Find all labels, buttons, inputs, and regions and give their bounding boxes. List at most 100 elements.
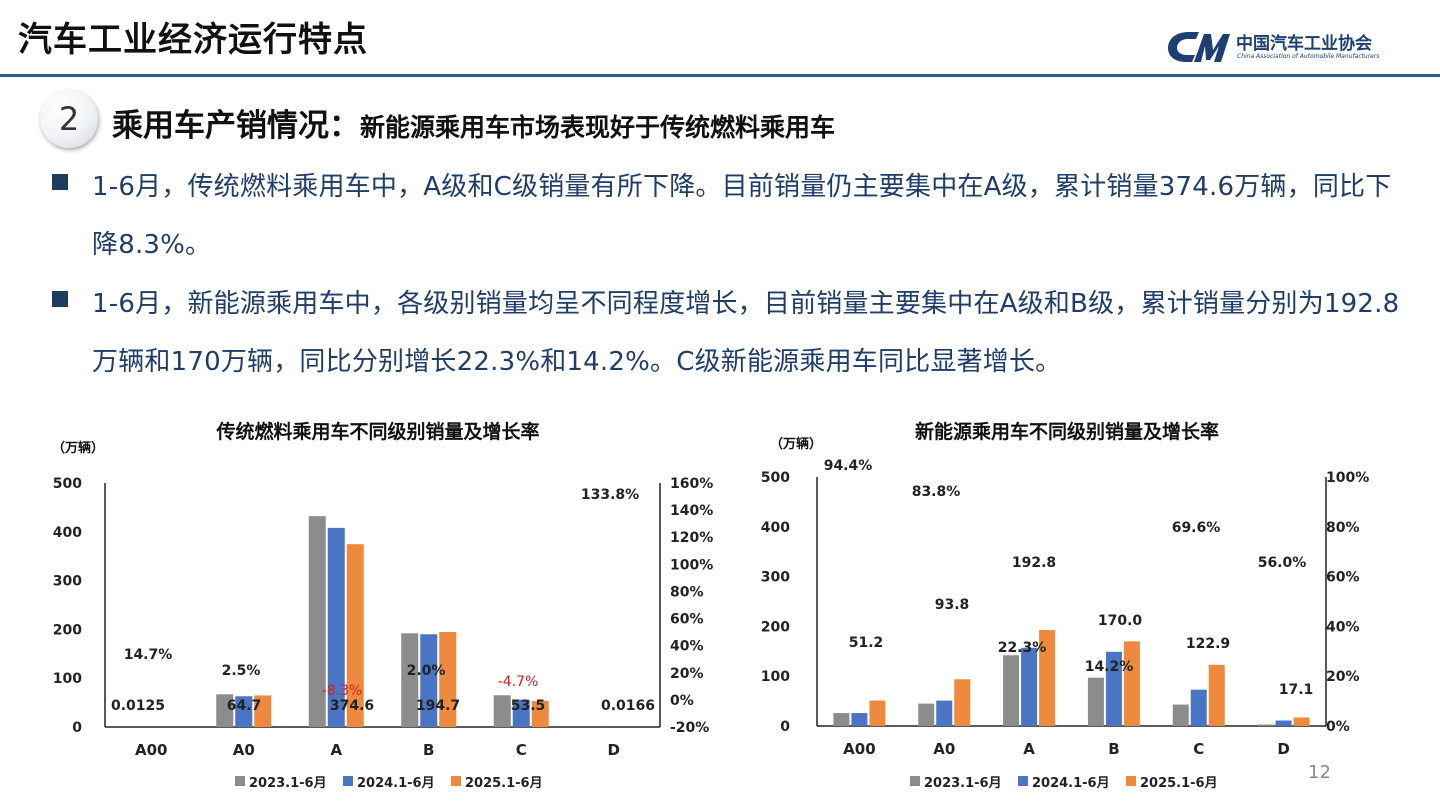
growth-rate-label: 14.7% (124, 647, 173, 663)
y-tick-label: 400 (761, 520, 790, 536)
growth-rate-label: 133.8% (581, 487, 639, 503)
x-tick-label: C (516, 741, 527, 759)
section-heading: 2 乘用车产销情况：新能源乘用车市场表现好于传统燃料乘用车 (36, 90, 1036, 150)
bar-A00-2023.1-6月 (833, 713, 850, 726)
bar-A-2023.1-6月 (308, 516, 326, 727)
bar-A0-2025.1-6月 (954, 679, 971, 726)
bar-A-2025.1-6月 (1039, 629, 1056, 726)
data-value-label: 192.8 (1012, 555, 1056, 571)
bar-D-2025.1-6月 (1293, 717, 1310, 726)
x-tick-label: A00 (843, 740, 875, 758)
chart-traditional-fuel-svg: 传统燃料乘用车不同级别销量及增长率 （万辆） 0 100 200 300 400 500 -20… (52, 420, 713, 791)
y2-tick-label: 120% (670, 530, 713, 546)
chart-new-energy: 新能源乘用车不同级别销量及增长率 （万辆） 0 100 200 300 400 500 0% 20… (720, 405, 1420, 805)
y-tick-label: 200 (761, 619, 790, 635)
legend-swatch (910, 776, 920, 786)
bar-A00-2025.1-6月 (869, 700, 886, 726)
y2-tick-label: 160% (670, 476, 713, 492)
x-tick-label: B (1108, 740, 1119, 758)
chart-new-energy-svg: 新能源乘用车不同级别销量及增长率 （万辆） 0 100 200 300 400 500 0% 20… (761, 420, 1370, 791)
data-value-label: 374.6 (330, 698, 374, 714)
growth-rate-label: -4.7% (498, 674, 539, 690)
x-tick-label: A00 (135, 741, 167, 759)
y2-tick-label: 40% (1326, 619, 1360, 635)
x-tick-label: B (423, 741, 434, 759)
header-divider (0, 74, 1440, 77)
growth-rate-label: 22.3% (998, 640, 1047, 656)
data-value-label: 53.5 (511, 698, 546, 714)
y2-tick-label: 60% (670, 612, 704, 628)
y2-tick-label: 60% (1326, 570, 1360, 586)
y-tick-label: 0 (72, 720, 82, 736)
x-tick-label: A (1023, 740, 1035, 758)
legend-swatch (1018, 776, 1028, 786)
x-tick-label: A0 (233, 741, 255, 759)
data-value-label: 0.0125 (111, 698, 165, 714)
x-tick-label: A0 (933, 740, 955, 758)
bar-B-2024.1-6月 (420, 634, 438, 727)
bar-A00-2024.1-6月 (851, 713, 868, 726)
bullet-square-icon (52, 291, 68, 307)
bar-A-2025.1-6月 (346, 544, 364, 727)
section-number-badge: 2 (40, 90, 98, 148)
bar-D-2024.1-6月 (1275, 720, 1292, 726)
y2-tick-label: -20% (670, 720, 709, 736)
legend-swatch (343, 776, 353, 786)
growth-rate-label: 69.6% (1172, 520, 1221, 536)
bar-A0-2023.1-6月 (918, 703, 935, 726)
bar-B-2023.1-6月 (1087, 677, 1104, 726)
y-axis-label: （万辆） (770, 436, 822, 452)
page-title: 汽车工业经济运行特点 (18, 20, 368, 60)
section-title-main: 乘用车产销情况： (112, 108, 360, 144)
y2-tick-label: 0% (1326, 719, 1350, 735)
legend-swatch (1126, 776, 1136, 786)
legend-swatch (235, 776, 245, 786)
chart-title: 新能源乘用车不同级别销量及增长率 (915, 420, 1219, 443)
growth-rate-label: 14.2% (1085, 659, 1134, 675)
growth-rate-label: 2.5% (222, 663, 261, 679)
y-axis-label: （万辆） (52, 440, 104, 456)
y-tick-label: 100 (761, 669, 790, 685)
legend-label: 2025.1-6月 (465, 776, 543, 791)
growth-rate-label: 94.4% (824, 458, 873, 474)
y2-tick-label: 80% (670, 584, 704, 600)
caam-logo-icon (1168, 32, 1230, 62)
y2-tick-label: 80% (1326, 520, 1360, 536)
y-tick-label: 300 (53, 574, 82, 590)
bar-B-2023.1-6月 (401, 633, 419, 727)
y-tick-label: 0 (780, 719, 790, 735)
data-value-label: 194.7 (416, 698, 460, 714)
data-value-label: 170.0 (1098, 613, 1143, 629)
bar-B-2025.1-6月 (439, 631, 457, 727)
bar-C-2025.1-6月 (1208, 664, 1225, 726)
chart-title: 传统燃料乘用车不同级别销量及增长率 (215, 420, 539, 443)
slide-header: 汽车工业经济运行特点 中国汽车工业协会 China Association of… (0, 0, 1440, 80)
bar-C-2023.1-6月 (1172, 704, 1189, 726)
bar-C-2025.1-6月 (531, 700, 549, 727)
data-value-label: 122.9 (1186, 636, 1230, 652)
section-title: 乘用车产销情况：新能源乘用车市场表现好于传统燃料乘用车 (112, 100, 835, 145)
bullet-text: 1-6月，传统燃料乘用车中，A级和C级销量有所下降。目前销量仍主要集中在A级，累… (92, 172, 1392, 260)
logo-chinese-name: 中国汽车工业协会 (1236, 34, 1372, 54)
y-tick-label: 200 (53, 622, 82, 638)
x-tick-label: D (1277, 740, 1289, 758)
y-tick-label: 500 (53, 476, 82, 492)
bar-C-2024.1-6月 (512, 699, 530, 727)
logo-english-name: China Association of Automobile Manufact… (1237, 53, 1380, 60)
bar-A0-2023.1-6月 (216, 694, 234, 727)
data-value-label: 64.7 (227, 698, 262, 714)
data-value-label: 93.8 (935, 597, 970, 613)
legend-label: 2024.1-6月 (357, 776, 435, 791)
bar-D-2023.1-6月 (1257, 724, 1274, 726)
legend-label: 2023.1-6月 (249, 776, 327, 791)
data-value-label: 51.2 (849, 635, 884, 651)
bar-A0-2024.1-6月 (936, 700, 953, 726)
bar-A0-2024.1-6月 (235, 696, 253, 727)
y2-tick-label: 20% (1326, 669, 1360, 685)
caam-logo: 中国汽车工业协会 China Association of Automobile… (1166, 26, 1406, 68)
x-tick-label: A (330, 741, 342, 759)
y-tick-label: 500 (761, 470, 790, 486)
bar-A-2024.1-6月 (1021, 647, 1038, 726)
bar-A-2024.1-6月 (327, 527, 345, 727)
data-value-label: 17.1 (1279, 682, 1314, 698)
